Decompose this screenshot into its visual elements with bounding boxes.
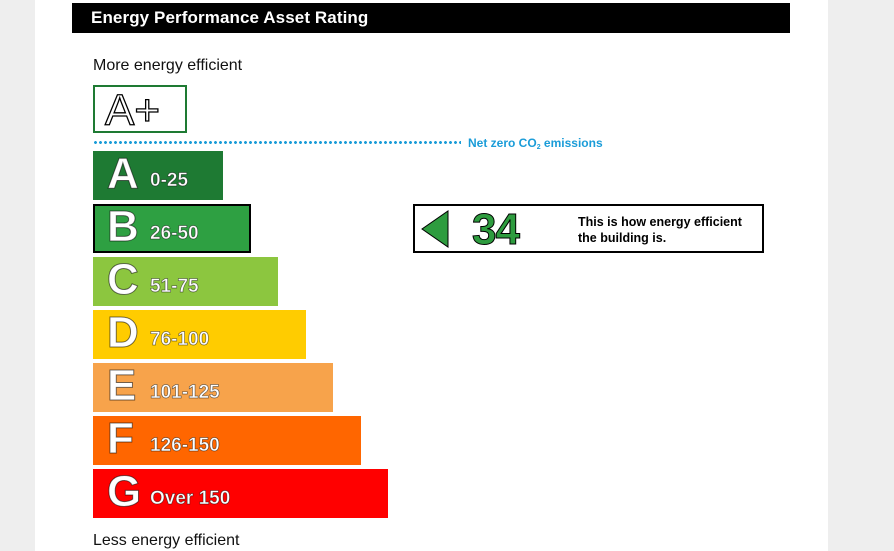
band-letter: B	[107, 202, 140, 252]
less-efficient-label: Less energy efficient	[93, 532, 240, 549]
band-range: Over 150	[150, 488, 231, 510]
rating-arrow-icon	[421, 210, 449, 248]
band-range: 76-100	[150, 329, 210, 351]
more-efficient-label: More energy efficient	[93, 57, 243, 74]
band-range: 0-25	[150, 170, 189, 192]
band-letter: E	[106, 361, 137, 411]
band-b: B 26-50	[93, 202, 251, 253]
page-title: Energy Performance Asset Rating	[72, 3, 790, 33]
band-range: 101-125	[150, 382, 220, 404]
net-zero-dotted-line	[93, 141, 461, 144]
band-e: E 101-125	[93, 361, 333, 412]
band-letter: C	[107, 255, 140, 305]
band-range: 26-50	[150, 223, 199, 245]
band-c: C 51-75	[93, 255, 278, 306]
band-letter: D	[107, 308, 140, 358]
net-zero-label: Net zero CO2 emissions	[468, 136, 603, 151]
band-letter: F	[107, 414, 135, 464]
a-plus-outline-icon: A+	[104, 87, 160, 131]
band-letter: G	[106, 467, 142, 517]
band-range: 51-75	[150, 276, 199, 298]
band-f: F 126-150	[93, 414, 361, 465]
a-plus-text: A+	[105, 87, 160, 131]
a-plus-band: A+	[93, 85, 187, 133]
band-letter: A	[107, 149, 140, 199]
band-a: A 0-25	[93, 149, 223, 200]
current-rating-box: 34 This is how energy efficient the buil…	[413, 204, 764, 255]
band-range: 126-150	[150, 435, 220, 457]
rating-value: 34	[472, 205, 521, 255]
rating-note: This is how energy efficient the buildin…	[578, 215, 742, 245]
band-g: G Over 150	[93, 467, 388, 518]
band-d: D 76-100	[93, 308, 306, 359]
